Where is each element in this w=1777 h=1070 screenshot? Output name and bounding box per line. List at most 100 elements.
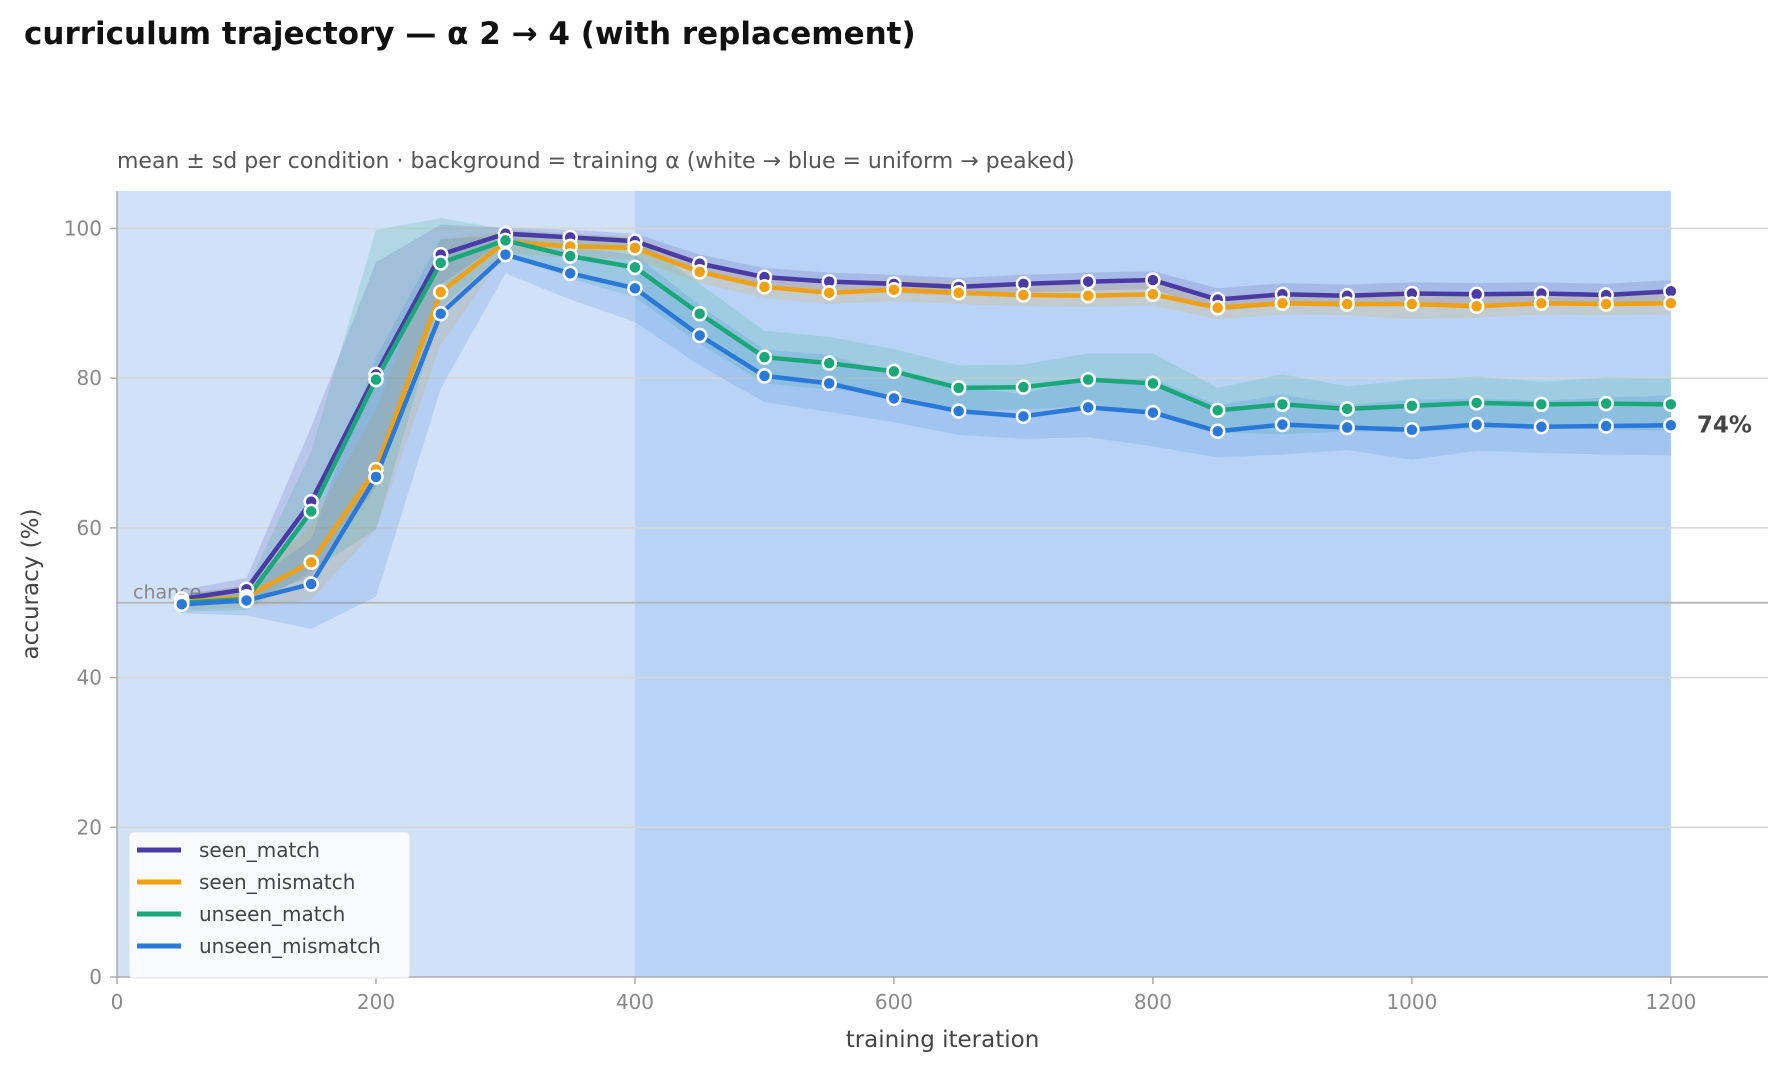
point-unseen_match-500 [756,349,773,365]
point-seen_mismatch-1200 [1663,295,1679,312]
point-seen_mismatch-1050 [1468,298,1485,315]
point-seen_mismatch-650 [950,285,967,301]
point-seen_mismatch-150 [303,554,319,571]
y-tick-label-60: 60 [77,516,102,540]
point-unseen_mismatch-500 [756,368,773,384]
y-axis-label: accuracy (%) [18,509,44,660]
point-seen_mismatch-700 [1015,287,1032,303]
point-seen_mismatch-1100 [1533,295,1550,312]
point-seen_match-800 [1145,272,1161,288]
y-tick-label-40: 40 [77,666,102,690]
sd-bands [181,217,1671,629]
legend: seen_match seen_mismatch unseen_matchunsee… [128,831,411,979]
legend-label-seen_mismatch: seen_mismatch [199,870,355,894]
legend-label-unseen_match: unseen_match [199,902,345,926]
point-seen_mismatch-550 [821,285,837,301]
point-unseen_match-1200 [1663,396,1679,413]
point-unseen_mismatch-300 [497,246,514,263]
point-unseen_match-150 [303,503,319,520]
x-tick-label-400: 400 [616,990,654,1014]
point-seen_mismatch-850 [1209,300,1226,316]
point-unseen_mismatch-50 [173,596,190,612]
legend-label-unseen_mismatch: unseen_mismatch [199,934,381,958]
point-unseen_match-1150 [1598,395,1614,412]
sd-band-unseen_match [181,217,1671,612]
series-line-seen_match [179,231,1674,602]
point-unseen_match-850 [1209,402,1226,419]
series-points [173,225,1679,612]
point-seen_mismatch-950 [1339,296,1355,312]
point-seen_mismatch-800 [1145,286,1161,303]
point-unseen_match-300 [497,232,514,249]
background-region-1 [634,191,1671,977]
point-unseen_match-700 [1015,379,1032,395]
point-unseen_mismatch-100 [238,592,255,609]
x-axis-label: training iteration [846,1027,1040,1053]
point-unseen_mismatch-250 [432,306,449,322]
x-tick-label-1000: 1000 [1386,990,1437,1014]
point-unseen_match-1050 [1468,395,1485,411]
point-unseen_mismatch-1050 [1468,416,1485,433]
point-seen_mismatch-600 [886,282,902,298]
y-tick-label-0: 0 [89,965,102,989]
grid-lines [117,227,1768,829]
point-unseen_match-550 [821,355,837,371]
point-unseen_mismatch-800 [1145,404,1161,421]
x-tick-label-200: 200 [357,990,395,1014]
point-unseen_match-200 [368,371,384,388]
series-line-unseen_mismatch [179,252,1674,607]
point-unseen_mismatch-700 [1015,408,1032,425]
point-unseen_mismatch-200 [368,469,384,485]
point-seen_mismatch-750 [1080,288,1096,304]
point-unseen_match-950 [1339,401,1355,417]
point-unseen_match-450 [691,306,708,322]
point-seen_match-750 [1080,273,1096,290]
end-value-label: 74% [1697,412,1752,438]
point-unseen_match-400 [627,259,643,276]
point-unseen_mismatch-1000 [1404,422,1420,438]
point-unseen_match-900 [1274,396,1291,413]
x-tick-label-600: 600 [875,990,913,1014]
legend-label-seen_match: seen_match [199,838,320,862]
point-seen_mismatch-900 [1274,295,1291,312]
series-line-unseen_match [179,238,1674,605]
point-unseen_match-650 [950,380,967,396]
point-seen_mismatch-1150 [1598,296,1614,312]
x-tick-label-0: 0 [111,990,124,1014]
point-unseen_mismatch-150 [303,576,319,592]
y-tick-label-80: 80 [77,366,102,390]
point-unseen_mismatch-900 [1274,416,1291,433]
point-unseen_mismatch-1100 [1533,419,1550,435]
point-unseen_mismatch-550 [821,375,837,392]
chart-subtitle: mean ± sd per condition · background = t… [117,149,1075,174]
point-unseen_mismatch-450 [691,327,708,344]
point-unseen_match-800 [1145,375,1161,392]
point-unseen_mismatch-750 [1080,399,1096,416]
x-tick-label-1200: 1200 [1645,990,1696,1014]
y-tick-label-100: 100 [64,216,102,240]
point-unseen_mismatch-400 [627,280,643,297]
point-seen_mismatch-400 [627,240,643,256]
point-seen_mismatch-250 [432,284,449,300]
point-unseen_match-750 [1080,371,1096,388]
x-tick-label-800: 800 [1134,990,1172,1014]
point-unseen_mismatch-1150 [1598,418,1614,434]
chart-title: curriculum trajectory — α 2 → 4 (with re… [24,16,916,52]
point-unseen_match-250 [432,255,449,271]
point-unseen_mismatch-650 [950,403,967,419]
sd-band-unseen_mismatch [181,235,1671,629]
point-unseen_mismatch-950 [1339,419,1355,436]
point-unseen_match-1100 [1533,396,1550,413]
sd-band-seen_mismatch [181,230,1671,610]
point-seen_mismatch-450 [691,264,708,280]
point-unseen_mismatch-600 [886,390,902,407]
y-tick-label-20: 20 [77,815,102,839]
point-unseen_match-350 [562,248,578,264]
legend-box [128,831,411,979]
background-regions [117,191,1671,977]
point-unseen_mismatch-350 [562,265,578,282]
series-lines [179,231,1674,607]
point-unseen_mismatch-850 [1209,423,1226,440]
